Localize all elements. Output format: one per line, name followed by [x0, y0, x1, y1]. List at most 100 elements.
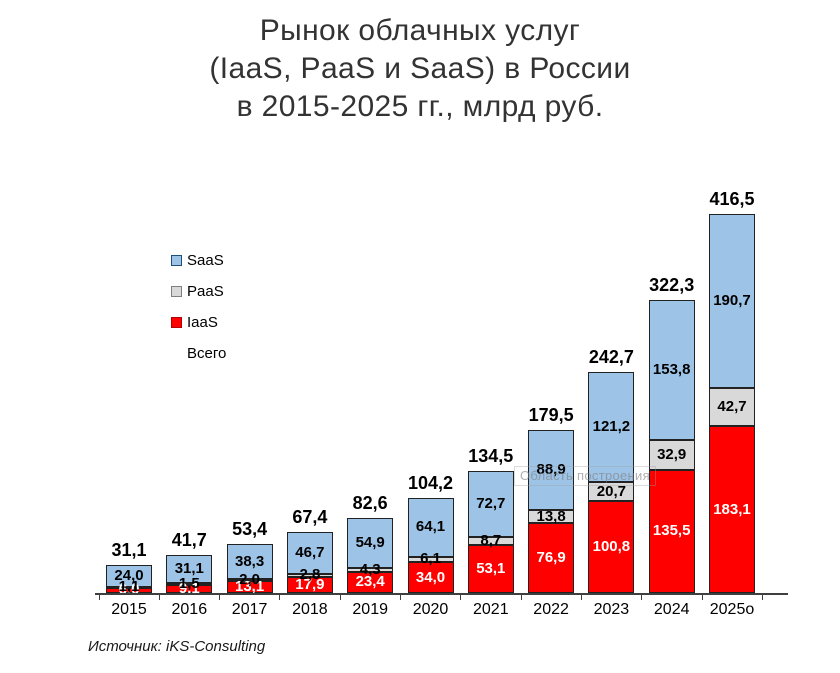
total-label-2015: 31,1	[111, 539, 147, 560]
bar-label-2018-paas: 2,8	[299, 566, 321, 584]
x-axis-label-2018: 2018	[292, 601, 328, 618]
bar-label-2017-paas: 2,0	[239, 571, 261, 589]
chart-title-line2: (IaaS, PaaS и SaaS) в России	[209, 52, 631, 85]
x-axis-label-2025о: 2025о	[709, 601, 755, 618]
x-axis-label-2024: 2024	[653, 601, 690, 618]
bar-2024-iaas	[648, 469, 695, 593]
bar-2016-paas	[166, 583, 213, 586]
bar-label-2023-paas: 20,7	[596, 482, 626, 500]
bar-2018-iaas	[286, 576, 333, 593]
bar-label-2015-saas: 24,0	[114, 566, 144, 584]
legend-label-total: Всего	[187, 345, 227, 362]
bar-label-2025о-saas: 190,7	[713, 291, 751, 309]
x-axis-label-2020: 2020	[412, 601, 449, 618]
x-axis-label-2022: 2022	[533, 601, 569, 618]
x-axis-tick	[339, 595, 341, 600]
bar-2024-saas	[648, 299, 695, 440]
iaas-swatch-icon	[171, 317, 182, 328]
source-caption: Источник: iKS-Consulting	[88, 638, 266, 655]
bar-2017-saas	[226, 544, 273, 580]
bar-2019-iaas	[347, 571, 394, 593]
bar-2025о-paas	[709, 387, 755, 427]
x-axis-label-2017: 2017	[231, 601, 268, 618]
bar-label-2019-paas: 4,3	[359, 560, 381, 578]
bar-label-2018-iaas: 17,9	[295, 575, 325, 593]
chart-title-line1: Рынок облачных услуг	[259, 14, 581, 47]
bar-label-2016-paas: 1,5	[178, 575, 200, 593]
bar-label-2022-paas: 13,8	[536, 507, 566, 525]
x-axis-tick	[219, 595, 221, 600]
bar-label-2023-saas: 121,2	[592, 418, 631, 436]
bar-2018-paas	[286, 574, 333, 577]
x-axis-tick	[158, 595, 160, 600]
total-label-2017: 53,4	[232, 519, 268, 540]
x-axis-label-2016: 2016	[171, 601, 208, 618]
bar-label-2024-saas: 153,8	[652, 360, 691, 378]
bar-label-2017-saas: 38,3	[234, 552, 265, 570]
bar-2015-paas	[106, 586, 152, 589]
x-axis-tick	[701, 595, 703, 600]
bar-2025о-saas	[709, 214, 755, 388]
bar-label-2019-iaas: 23,4	[355, 573, 385, 591]
plot-area-tooltip-watermark: Область построения	[514, 466, 656, 486]
bar-label-2024-paas: 32,9	[657, 445, 687, 463]
bar-label-2020-saas: 64,1	[415, 518, 446, 536]
total-label-2024: 322,3	[649, 274, 695, 295]
bar-label-2016-iaas: 9,1	[178, 579, 200, 597]
legend-item-iaas: IaaS	[171, 307, 226, 338]
bar-2024-paas	[648, 439, 695, 470]
x-axis-tick	[460, 595, 462, 600]
x-axis-label-2015: 2015	[111, 601, 147, 618]
bar-2022-iaas	[528, 523, 575, 593]
bar-2016-saas	[166, 555, 213, 584]
bar-2023-saas	[588, 372, 635, 483]
bar-2015-saas	[106, 564, 152, 587]
legend-label-iaas: IaaS	[187, 314, 218, 331]
bar-label-2018-saas: 46,7	[295, 543, 325, 561]
total-label-2023: 242,7	[588, 347, 634, 368]
bar-label-2019-saas: 54,9	[355, 533, 385, 551]
bar-2021-saas	[467, 470, 514, 537]
total-label-2016: 41,7	[171, 530, 207, 551]
x-axis-label-2019: 2019	[352, 601, 388, 618]
bar-2019-saas	[347, 517, 394, 568]
bar-label-2020-paas: 6,1	[420, 550, 441, 568]
bar-label-2020-iaas: 34,0	[415, 568, 446, 586]
total-label-2018: 67,4	[292, 506, 328, 527]
x-axis-line	[95, 593, 788, 595]
bar-2018-saas	[286, 531, 333, 575]
x-axis-label-2021: 2021	[473, 601, 509, 618]
bar-2020-iaas	[407, 562, 454, 593]
bar-2019-paas	[347, 567, 394, 572]
bar-2021-iaas	[467, 544, 514, 593]
bar-label-2021-saas: 72,7	[476, 494, 506, 512]
bar-2021-paas	[467, 536, 514, 545]
bar-2022-saas	[528, 429, 575, 511]
bar-label-2025о-paas: 42,7	[717, 397, 747, 415]
total-label-2019: 82,6	[352, 492, 388, 513]
legend-item-saas: SaaS	[171, 245, 226, 276]
x-axis-tick	[98, 595, 100, 600]
x-axis-tick	[279, 595, 281, 600]
legend-item-total: Всего	[171, 338, 226, 369]
bar-label-2021-paas: 8,7	[480, 531, 502, 549]
bar-label-2021-iaas: 53,1	[476, 559, 506, 577]
x-axis-tick	[580, 595, 582, 600]
bar-2017-iaas	[226, 581, 273, 593]
legend-item-paas: PaaS	[171, 276, 226, 307]
legend-label-saas: SaaS	[187, 252, 224, 269]
bar-2023-iaas	[588, 501, 635, 593]
chart-title-line3: в 2015-2025 гг., млрд руб.	[236, 90, 604, 123]
total-label-2021: 134,5	[468, 445, 514, 466]
total-label-2025о: 416,5	[709, 189, 755, 209]
paas-swatch-icon	[171, 286, 182, 297]
bar-2022-paas	[528, 510, 575, 523]
x-axis-label-2023: 2023	[593, 601, 630, 618]
saas-swatch-icon	[171, 255, 182, 266]
bar-label-2017-iaas: 13,1	[234, 578, 265, 596]
total-label-2020: 104,2	[407, 473, 454, 494]
bar-label-2023-iaas: 100,8	[592, 538, 631, 556]
bar-label-2015-paas: 1,1	[118, 578, 140, 596]
